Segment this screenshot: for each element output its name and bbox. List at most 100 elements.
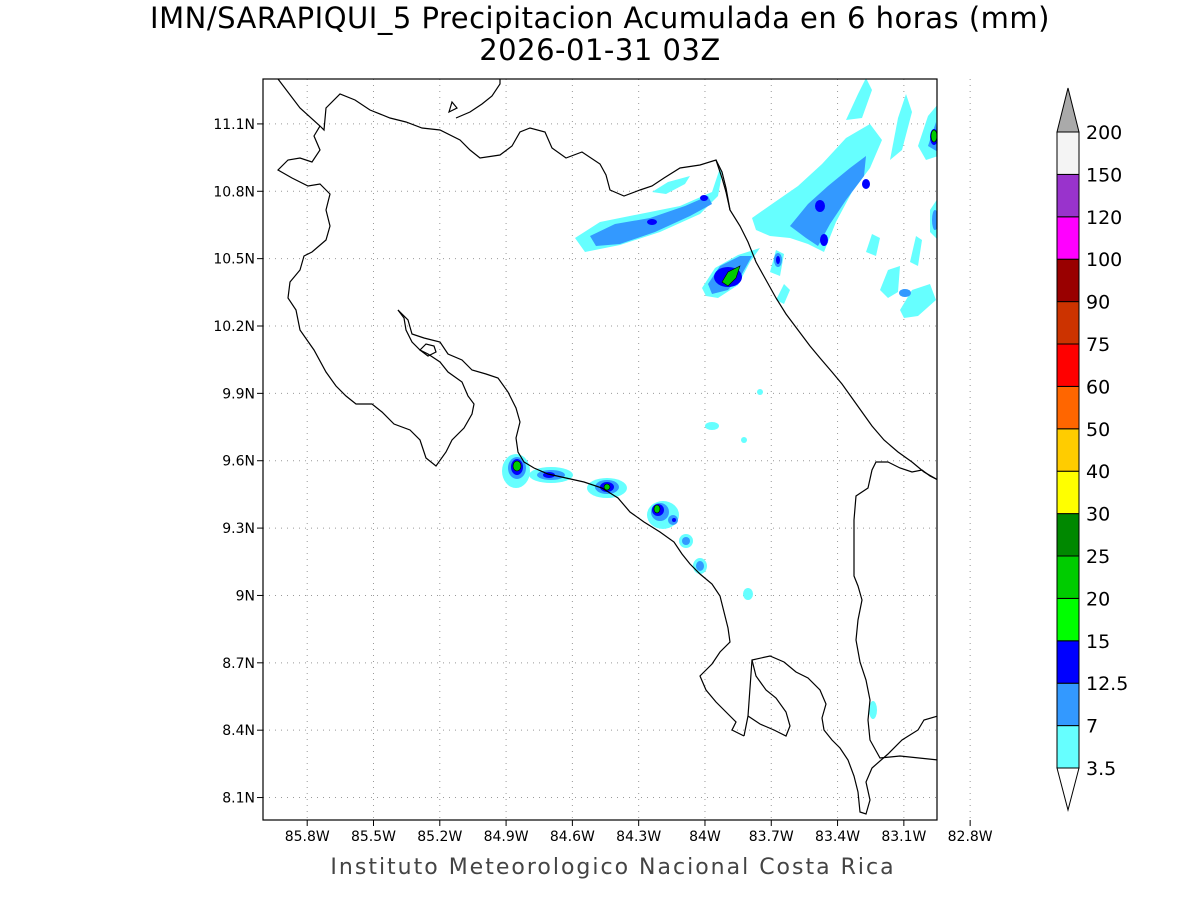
precip-area xyxy=(652,176,690,194)
precip-area xyxy=(682,537,690,545)
precip-area xyxy=(752,124,882,252)
coastlines xyxy=(277,79,937,815)
colorbar-swatch xyxy=(1056,725,1080,769)
colorbar-swatch xyxy=(1056,385,1080,430)
plot-frame xyxy=(262,78,938,821)
colorbar-swatch xyxy=(1056,597,1080,642)
lat-tick-label: 8.1N xyxy=(222,791,255,807)
nicaragua-border-lake xyxy=(277,79,731,211)
precip-area xyxy=(647,219,657,225)
lon-tick-label: 85.5W xyxy=(351,829,396,845)
colorbar-swatch xyxy=(1056,343,1080,387)
precip-area xyxy=(705,422,719,430)
precipitation-shading xyxy=(502,79,937,719)
precip-area xyxy=(899,289,911,297)
latitude-ticks: 11.1N 10.8N 10.5N 10.2N 9.9N 9.6N 9.3N 9N 8.7N 8.… xyxy=(213,117,263,807)
nicoya-gulf-island xyxy=(419,343,437,357)
lat-tick-label: 9.3N xyxy=(222,521,255,537)
precip-area xyxy=(757,389,763,395)
precip-area xyxy=(932,210,937,230)
colorbar-label: 40 xyxy=(1086,461,1110,483)
lon-tick-label: 82.8W xyxy=(948,829,993,845)
precip-area xyxy=(672,518,676,522)
nicaragua-coast-north xyxy=(455,79,501,119)
colorbar-swatch xyxy=(1056,428,1080,472)
osa-peninsula xyxy=(743,655,937,815)
colorbar-swatch xyxy=(1056,301,1080,345)
colorbar-label: 120 xyxy=(1086,207,1122,229)
precip-area xyxy=(696,561,704,571)
colorbar-label: 12.5 xyxy=(1086,673,1128,695)
precip-area xyxy=(820,234,828,246)
precip-area xyxy=(776,284,790,304)
colorbar-label: 25 xyxy=(1086,546,1110,568)
pacific-coast-north xyxy=(277,125,475,467)
colorbar-swatch xyxy=(1056,555,1080,599)
lat-tick-label: 11.1N xyxy=(213,117,255,133)
colorbar-label: 90 xyxy=(1086,292,1110,314)
lat-tick-label: 9.6N xyxy=(222,454,255,470)
precip-area xyxy=(890,94,912,160)
colorbar-label: 75 xyxy=(1086,334,1110,356)
panama-border xyxy=(853,461,937,761)
lat-tick-label: 10.5N xyxy=(213,252,255,268)
precip-area xyxy=(866,234,880,256)
precip-area xyxy=(862,179,870,189)
caribbean-coast xyxy=(715,159,937,481)
colorbar-label: 150 xyxy=(1086,164,1122,186)
colorbar-label: 7 xyxy=(1086,716,1098,738)
title-line-1: IMN/SARAPIQUI_5 Precipitacion Acumulada … xyxy=(150,1,1050,35)
golfo-dulce xyxy=(747,659,791,737)
colorbar-swatch xyxy=(1056,513,1080,557)
precip-area xyxy=(653,504,661,514)
colorbar-label: 20 xyxy=(1086,588,1110,610)
lake-islet xyxy=(448,100,458,114)
colorbar-label: 30 xyxy=(1086,504,1110,526)
lon-tick-label: 85.2W xyxy=(417,829,462,845)
precip-very-heavy-areas xyxy=(512,129,937,514)
lon-tick-label: 83.7W xyxy=(749,829,794,845)
precip-area xyxy=(846,79,872,120)
lat-tick-label: 9.9N xyxy=(222,386,255,402)
colorbar-swatch xyxy=(1056,131,1080,175)
lon-tick-label: 85.8W xyxy=(285,829,330,845)
colorbar-swatch xyxy=(1056,640,1080,684)
colorbar-swatch xyxy=(1056,682,1080,727)
pacific-coast-central xyxy=(397,309,745,737)
lat-tick-label: 10.2N xyxy=(213,319,255,335)
precip-light-areas xyxy=(502,79,937,719)
precip-area xyxy=(700,195,708,201)
colorbar-label: 50 xyxy=(1086,419,1110,441)
lon-tick-label: 84.3W xyxy=(616,829,661,845)
title-line-2: 2026-01-31 03Z xyxy=(479,33,721,67)
precip-area xyxy=(721,265,741,287)
colorbar-label: 200 xyxy=(1086,122,1122,144)
map-title: IMN/SARAPIQUI_5 Precipitacion Acumulada … xyxy=(0,2,1200,66)
footer-credit: Instituto Meteorologico Nacional Costa R… xyxy=(330,855,896,880)
colorbar-label: 3.5 xyxy=(1086,758,1116,780)
lat-tick-label: 9N xyxy=(236,588,255,604)
colorbar-label: 100 xyxy=(1086,249,1122,271)
colorbar-min-arrow xyxy=(1056,767,1080,812)
colorbar-label: 15 xyxy=(1086,631,1110,653)
lon-tick-label: 83.1W xyxy=(881,829,926,845)
lat-tick-label: 8.7N xyxy=(222,656,255,672)
precip-area xyxy=(869,701,877,719)
longitude-ticks: 85.8W 85.5W 85.2W 84.9W 84.6W 84.3W 84W 83.7W 83… xyxy=(285,820,993,845)
lat-lon-grid xyxy=(263,79,971,820)
precip-moderate-areas xyxy=(508,122,937,571)
precip-area xyxy=(930,129,937,143)
colorbar-swatch xyxy=(1056,173,1080,218)
precip-area xyxy=(603,483,611,491)
precip-area xyxy=(776,256,780,264)
precip-area xyxy=(743,588,753,600)
colorbar-swatch xyxy=(1056,258,1080,303)
precip-area xyxy=(900,284,936,318)
precip-area xyxy=(741,437,747,443)
colorbar-swatch xyxy=(1056,216,1080,260)
precip-area xyxy=(512,460,522,472)
colorbar-label: 60 xyxy=(1086,376,1110,398)
lon-tick-label: 84.6W xyxy=(550,829,595,845)
lon-tick-label: 84W xyxy=(689,829,721,845)
